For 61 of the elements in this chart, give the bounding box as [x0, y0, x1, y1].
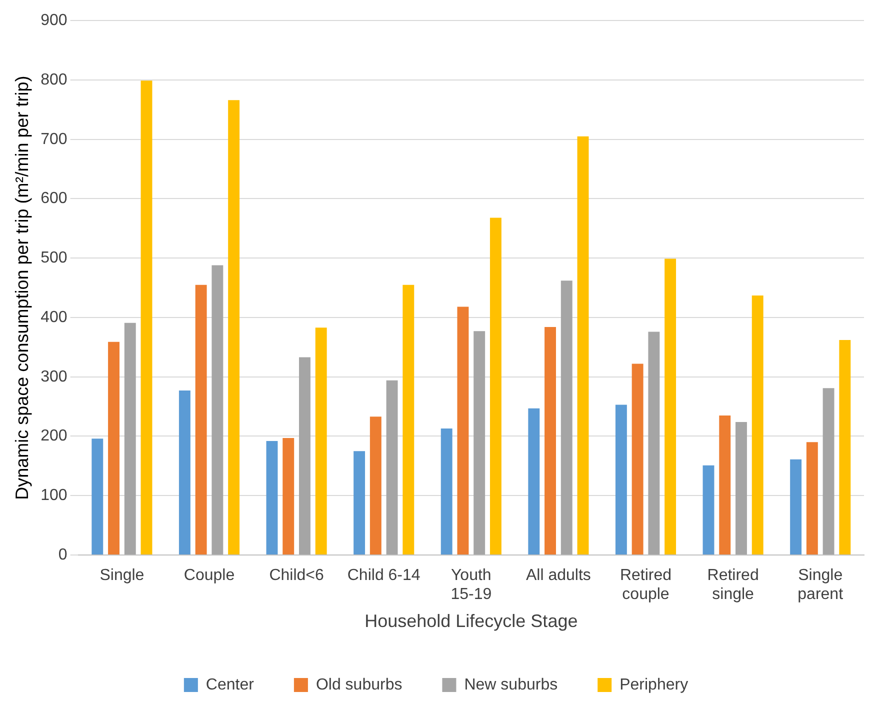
- bar: [386, 380, 398, 554]
- x-axis-title: Household Lifecycle Stage: [364, 611, 578, 632]
- y-axis-title: Dynamic space consumption per trip (m²/min per trip): [12, 76, 32, 500]
- bar: [806, 442, 818, 554]
- bar: [124, 322, 136, 554]
- bar: [299, 357, 310, 554]
- legend-label: New suburbs: [464, 676, 558, 694]
- bar: [370, 416, 382, 554]
- bar: [752, 296, 764, 554]
- bar: [108, 342, 120, 554]
- y-tick-label: 700: [40, 130, 68, 148]
- bar: [790, 459, 802, 554]
- bar: [528, 408, 540, 554]
- bar: [560, 280, 572, 554]
- bar: [195, 284, 207, 554]
- bar: [702, 465, 714, 554]
- y-tick-label: 500: [40, 250, 68, 267]
- x-tick-label: Single parent: [798, 567, 844, 604]
- x-tick-label: Child<6: [269, 567, 324, 584]
- bar: [228, 100, 240, 554]
- bar: [402, 284, 414, 554]
- bar: [736, 422, 747, 554]
- x-tick-label: Child 6-14: [347, 567, 420, 584]
- x-tick-label: Retired single: [707, 567, 759, 604]
- legend-label: Periphery: [620, 676, 688, 694]
- bar: [457, 306, 469, 554]
- x-tick-label: Single: [100, 567, 144, 584]
- bar: [266, 440, 278, 554]
- bar: [440, 428, 452, 554]
- legend-label: Old suburbs: [316, 676, 402, 694]
- y-tick-label: 100: [40, 487, 68, 504]
- bar: [474, 331, 486, 554]
- y-tick-label: 300: [40, 368, 68, 386]
- bar: [664, 258, 676, 554]
- bar: [615, 404, 627, 554]
- x-tick-label: Youth 15-19: [450, 567, 492, 604]
- bar: [92, 438, 104, 554]
- bar: [632, 364, 644, 554]
- bar: [577, 136, 589, 554]
- bar: [544, 326, 556, 554]
- bar: [178, 390, 190, 554]
- bar: [822, 388, 834, 554]
- x-tick-label: All adults: [526, 567, 591, 584]
- x-tick-label: Retired couple: [620, 567, 672, 604]
- y-tick-label: 600: [40, 190, 68, 208]
- bar: [140, 80, 152, 554]
- y-tick-label: 800: [40, 71, 68, 88]
- bar: [212, 265, 224, 554]
- legend-label: Center: [206, 676, 255, 694]
- y-tick-label: 400: [40, 308, 68, 326]
- y-tick-label: 900: [40, 12, 68, 30]
- bar: [315, 328, 327, 554]
- x-tick-label: Couple: [184, 567, 235, 584]
- bar: [648, 332, 660, 554]
- y-tick-label: 0: [58, 546, 68, 564]
- y-tick-label: 200: [40, 428, 68, 445]
- bar: [719, 415, 731, 554]
- bar: [354, 451, 366, 554]
- bar: [839, 340, 851, 554]
- bar: [490, 218, 502, 554]
- bar: [282, 438, 294, 554]
